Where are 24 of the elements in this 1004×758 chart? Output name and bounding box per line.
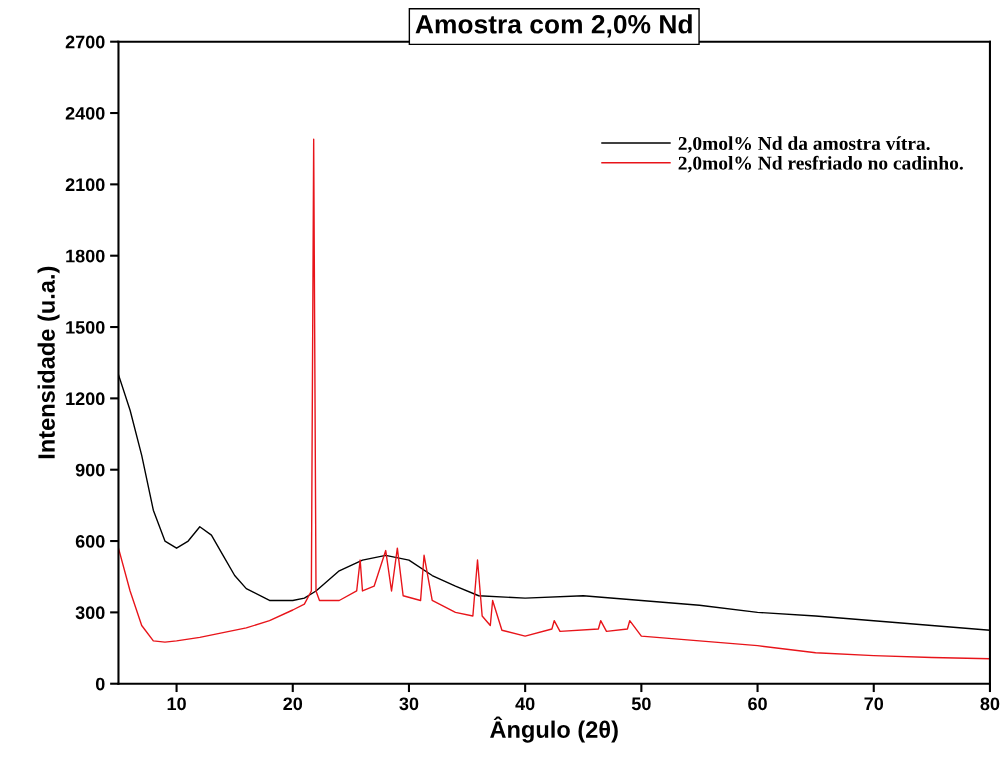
x-tick-label: 30 <box>399 697 419 711</box>
y-tick-label: 600 <box>75 534 105 548</box>
x-tick-label: 50 <box>631 697 651 711</box>
legend-label: 2,0mol% Nd da amostra vítra. <box>678 136 930 153</box>
y-tick-label: 2700 <box>65 35 105 49</box>
y-tick-label: 1200 <box>66 392 105 406</box>
y-tick-label: 1500 <box>66 320 105 334</box>
x-tick-label: 40 <box>515 697 535 711</box>
x-tick-label: 60 <box>748 697 767 711</box>
x-tick-label: 20 <box>283 697 303 711</box>
y-tick-label: 1800 <box>66 249 105 263</box>
y-tick-label: 2400 <box>65 106 105 120</box>
y-tick-label: 0 <box>95 677 105 691</box>
x-tick-label: 80 <box>980 697 1000 711</box>
chart-title: Amostra com 2,0% Nd <box>415 14 692 38</box>
y-tick-label: 2100 <box>65 178 105 192</box>
legend-label: 2,0mol% Nd resfriado no cadinho. <box>678 155 963 173</box>
x-tick-label: 70 <box>864 697 884 711</box>
x-tick-label: 10 <box>167 697 186 711</box>
y-tick-label: 900 <box>75 463 105 477</box>
x-axis-title: Ângulo (2θ) <box>490 716 618 743</box>
y-axis-title: Intensidade (u.a.) <box>37 266 60 459</box>
y-tick-label: 300 <box>75 606 105 620</box>
line-series <box>118 138 990 660</box>
